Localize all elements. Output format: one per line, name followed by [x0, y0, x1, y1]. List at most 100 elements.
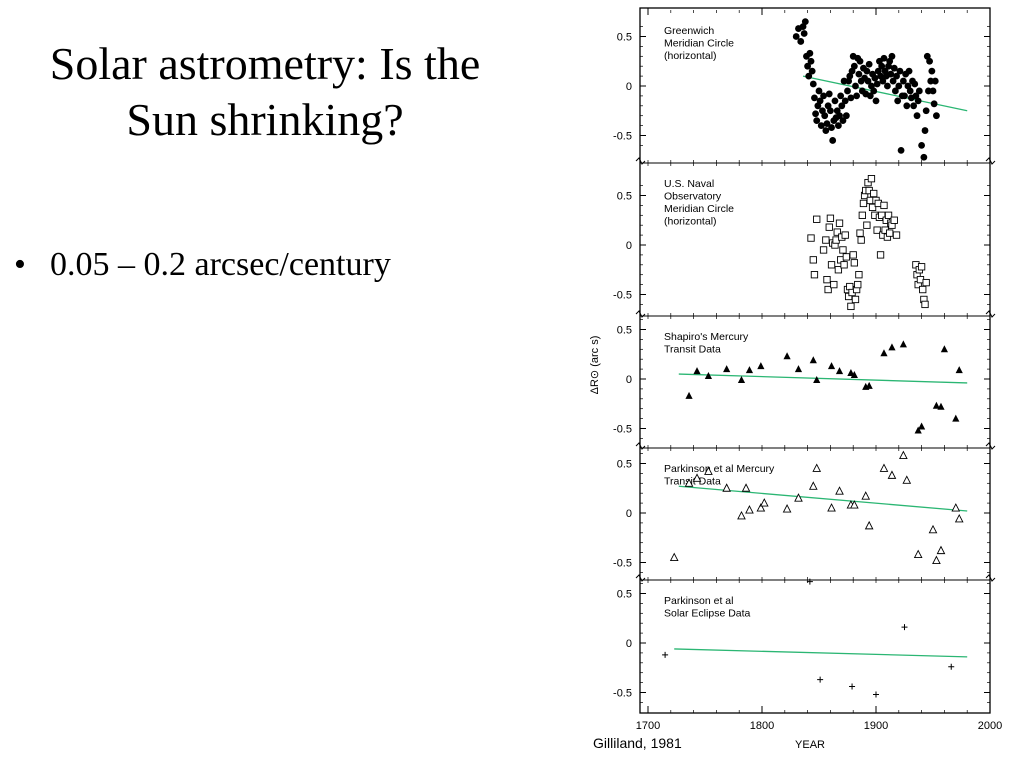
data-point [834, 266, 843, 274]
data-point [817, 676, 824, 683]
data-point [841, 231, 849, 239]
data-point [662, 651, 669, 658]
data-point [813, 117, 821, 125]
data-point [838, 102, 846, 110]
data-point [685, 391, 693, 399]
data-point [816, 97, 824, 105]
data-point [722, 483, 731, 492]
data-point [813, 375, 821, 383]
data-point [903, 102, 911, 110]
data-point [926, 57, 933, 65]
data-point [704, 372, 713, 380]
data-point [808, 67, 816, 75]
data-point [797, 38, 805, 45]
trend-line [678, 373, 968, 384]
data-point [878, 62, 886, 70]
data-point [823, 120, 831, 128]
data-point [839, 246, 847, 254]
data-point [829, 137, 837, 144]
panel-label: Observatory [664, 191, 722, 203]
data-point [873, 80, 881, 88]
data-point [884, 82, 891, 90]
trend-line [678, 485, 968, 512]
data-point [835, 486, 844, 495]
data-point [822, 127, 830, 134]
panel-label: Transit Data [664, 476, 721, 488]
data-point [858, 211, 866, 219]
bullet-text: 0.05 – 0.2 arcsec/century [50, 246, 391, 283]
data-point [782, 504, 792, 513]
y-tick-label: -0.5 [613, 290, 632, 302]
data-point [794, 365, 803, 373]
data-point [940, 345, 948, 353]
data-point [835, 367, 844, 375]
panel-label: Meridian Circle [664, 203, 734, 215]
data-point [800, 30, 808, 37]
data-point [824, 285, 832, 294]
x-tick-label: 1900 [864, 720, 888, 732]
data-point [867, 175, 876, 183]
data-point [825, 90, 833, 98]
data-point [756, 503, 766, 512]
data-point [889, 77, 897, 85]
y-tick-label: 0 [626, 374, 632, 386]
data-point [873, 691, 879, 698]
data-point [809, 356, 817, 364]
data-point [914, 426, 922, 434]
data-point [821, 112, 829, 120]
data-point [933, 112, 940, 120]
data-point [856, 57, 864, 65]
panel-label: Meridian Circle [664, 38, 734, 50]
panel-label: Shapiro's Mercury [664, 331, 749, 343]
data-point [809, 256, 817, 264]
data-point [844, 87, 851, 95]
x-tick-label: 1800 [750, 720, 774, 732]
data-point [808, 481, 818, 490]
data-point [871, 74, 879, 82]
data-point [918, 422, 926, 430]
data-point [932, 401, 941, 409]
axis-break-mark [635, 442, 646, 450]
y-tick-label: -0.5 [613, 688, 632, 700]
data-point [847, 94, 855, 102]
data-point [850, 371, 858, 379]
data-point [884, 211, 893, 219]
data-point [841, 97, 849, 105]
plot-frame [639, 7, 991, 714]
axis-break-mark [635, 310, 646, 318]
axis-break-mark [985, 574, 996, 582]
data-point [890, 64, 898, 72]
data-point [806, 578, 813, 585]
data-point [879, 463, 889, 472]
data-point [723, 365, 731, 373]
data-point [827, 261, 836, 269]
y-tick-label: 0.5 [617, 191, 632, 203]
citation: Gilliland, 1981 [593, 735, 682, 751]
data-point [825, 223, 833, 231]
panel-label: Transit Data [664, 344, 721, 356]
panel-label: Parkinson et al [664, 595, 733, 607]
axis-break-mark [985, 310, 996, 318]
data-point [921, 127, 929, 134]
data-point [929, 87, 937, 95]
panel-label: (horizontal) [664, 50, 717, 62]
axis-break-mark [985, 157, 996, 165]
data-point [888, 52, 896, 60]
data-point [887, 470, 897, 479]
data-point [895, 82, 903, 90]
data-point [880, 201, 888, 210]
data-point [914, 97, 922, 105]
data-point [891, 87, 899, 95]
data-point [892, 231, 901, 239]
data-point [783, 352, 791, 360]
bullet-dot: • [14, 246, 26, 283]
data-point [901, 624, 908, 631]
data-point [828, 124, 835, 131]
panel-label: Greenwich [664, 25, 714, 37]
slide-title: Solar astrometry: Is the Sun shrinking? [49, 38, 481, 145]
data-point [930, 100, 938, 108]
data-point [833, 228, 841, 236]
